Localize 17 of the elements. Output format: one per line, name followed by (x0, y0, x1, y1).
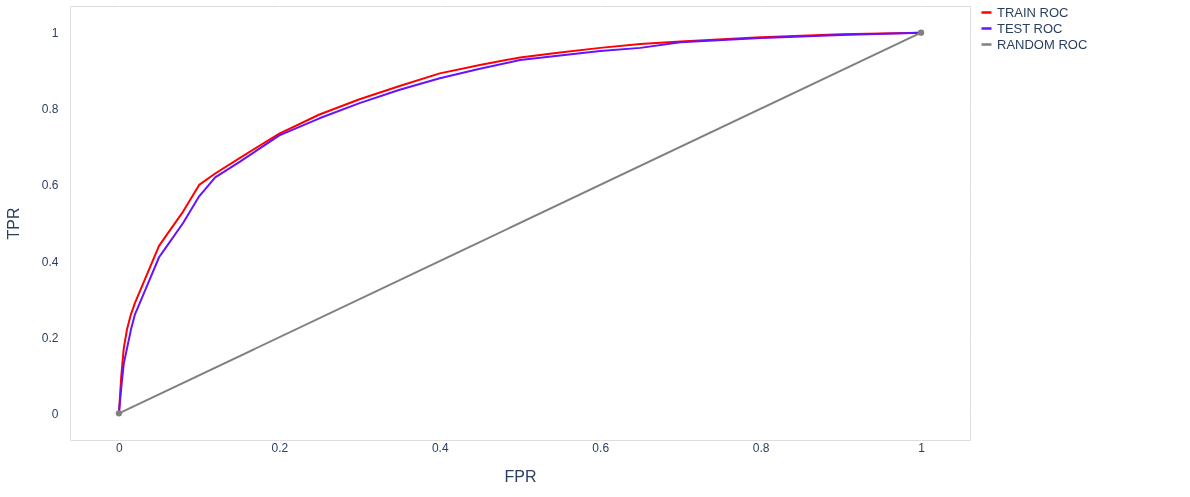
x-tick-label: 0 (116, 440, 124, 455)
legend-label: RANDOM ROC (997, 36, 1088, 52)
y-tick-label: 0.6 (41, 178, 59, 193)
y-tick-label: 0.4 (41, 254, 59, 269)
legend-label: TRAIN ROC (997, 4, 1069, 20)
legend-label: TEST ROC (997, 20, 1063, 36)
x-axis-title: FPR (504, 467, 537, 485)
x-tick-label: 0.2 (271, 440, 289, 455)
x-tick-label: 0.6 (592, 440, 610, 455)
y-axis-title: TPR (4, 207, 22, 240)
y-tick-label: 1 (51, 26, 59, 41)
x-tick-label: 0.4 (431, 440, 449, 455)
x-tick-label: 1 (918, 440, 926, 455)
x-tick-label: 0.8 (752, 440, 770, 455)
y-tick-label: 0.8 (41, 102, 59, 117)
y-tick-label: 0 (51, 406, 59, 421)
y-tick-label: 0.2 (41, 330, 59, 345)
